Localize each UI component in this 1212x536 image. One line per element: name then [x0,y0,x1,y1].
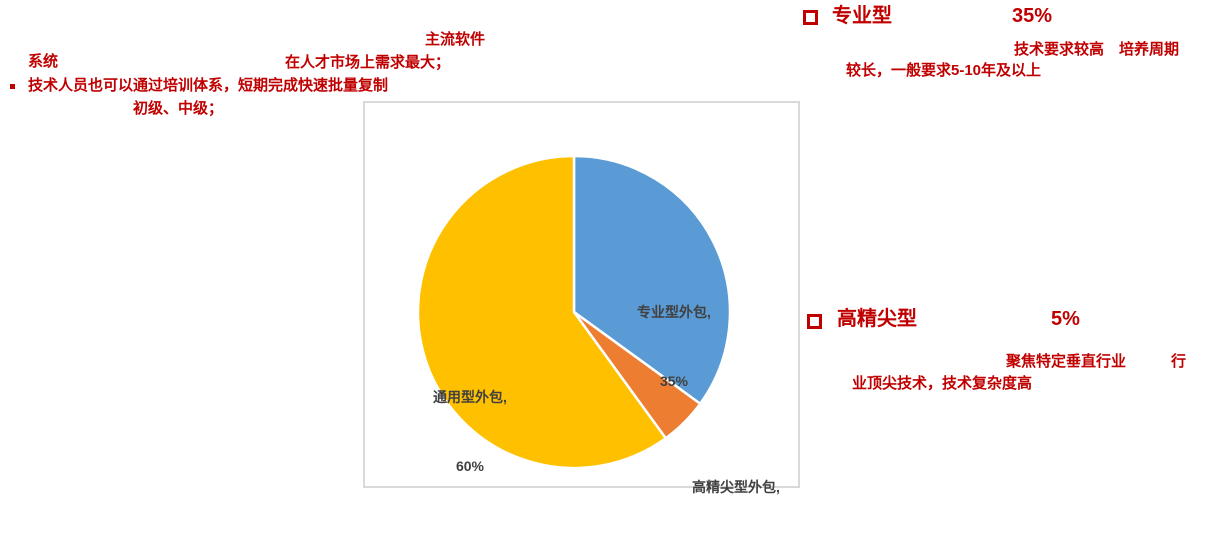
pie-label-text: 高精尖型外包, [692,479,780,495]
pie-label-high-end: 高精尖型外包, 5% [651,430,821,536]
professional-title: 专业型 [832,5,892,27]
pie-slice-1 [572,154,732,405]
high-end-desc-line2: 业顶尖技术，技术复杂度高 [852,375,1033,392]
annotation-training-text: 技术人员也可以通过培训体系，短期完成快速批量复制 [28,77,389,94]
high-end-value: 5% [1051,308,1080,330]
professional-desc-line1: 技术要求较高 培养周期 [1014,41,1180,58]
chart-area: 专业型外包, 35% 通用型外包, 60% 高精尖型外包, 5% [363,101,800,495]
pie-label-percent: 60% [455,458,485,474]
annotation-levels-text: 初级、中级； [133,100,224,117]
annotation-market-demand-text: 在人才市场上需求最大； [285,54,451,71]
pie-label-text: 通用型外包, [433,389,507,405]
professional-desc-line2: 较长，一般要求5-10年及以上 [846,62,1042,79]
hollow-square-bullet-icon [803,10,818,25]
square-bullet-icon [10,84,15,89]
high-end-title: 高精尖型 [837,308,917,330]
hollow-square-bullet-icon [807,314,822,329]
pie-label-general: 通用型外包, 60% [385,340,555,524]
annotation-mainstream-software-text: 主流软件 [425,31,486,48]
pie-label-professional: 专业型外包, 35% [589,255,759,439]
annotation-system-text: 系统 [28,53,59,70]
professional-value: 35% [1012,5,1053,27]
pie-label-text: 专业型外包, [637,304,711,320]
pie-chart-svg [416,154,732,470]
pie-slice-3 [416,154,667,470]
pie-label-percent: 35% [659,373,689,389]
high-end-desc-line1: 聚焦特定垂直行业 行 [1006,353,1187,370]
